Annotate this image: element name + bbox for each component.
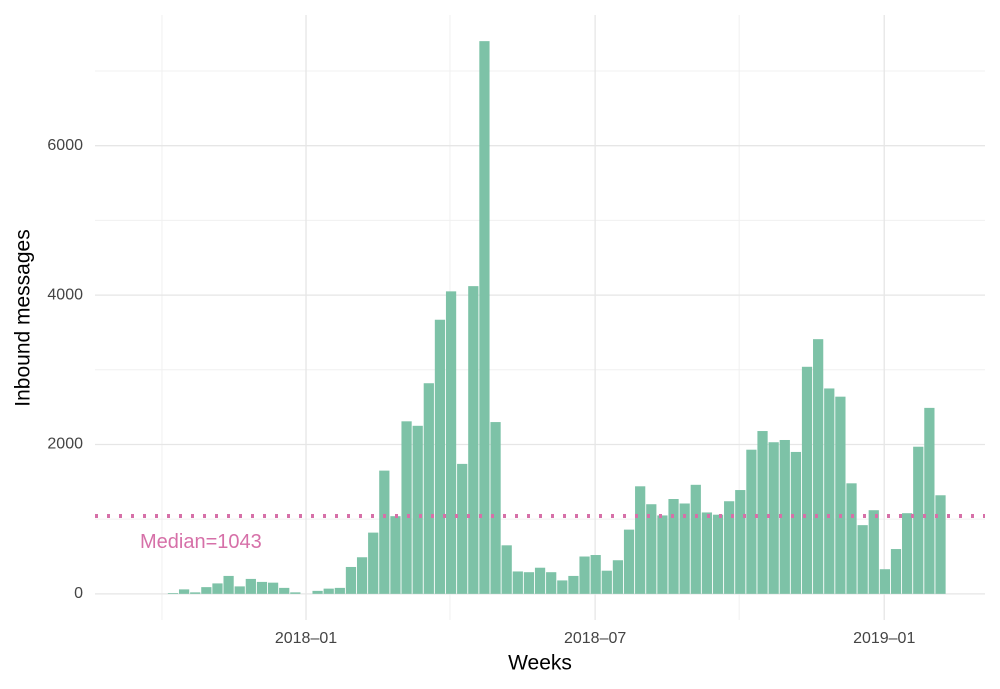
bar (879, 569, 891, 594)
bar (779, 439, 790, 594)
bar (468, 286, 479, 594)
bar (768, 442, 779, 594)
bar (601, 570, 612, 594)
bar (490, 422, 501, 594)
x-axis-title: Weeks (508, 652, 572, 675)
bar (423, 383, 434, 594)
bar (256, 581, 268, 594)
bar (679, 503, 690, 594)
y-tick-label: 0 (74, 585, 83, 602)
bar (368, 532, 379, 594)
bar (546, 572, 557, 594)
bar (790, 451, 802, 594)
bar (813, 339, 824, 594)
bar (568, 575, 579, 594)
bar (657, 515, 668, 594)
bar (824, 388, 835, 594)
bar (902, 513, 913, 594)
bar (334, 587, 345, 594)
x-tick-label: 2018–07 (564, 630, 626, 647)
bar (212, 583, 223, 594)
bar (612, 560, 624, 594)
bar (523, 572, 535, 594)
bar (379, 470, 390, 594)
bar (245, 578, 256, 594)
bar (390, 516, 401, 594)
bar (735, 490, 746, 594)
bar (434, 319, 446, 594)
bar (635, 486, 646, 594)
bar (323, 588, 334, 594)
bar (290, 592, 301, 594)
bar (445, 291, 457, 594)
bar (913, 446, 924, 594)
bar (401, 421, 412, 594)
bar (267, 582, 279, 594)
x-tick-label: 2019–01 (853, 630, 915, 647)
bar (846, 483, 857, 594)
y-tick-label: 6000 (47, 137, 83, 154)
bar (857, 525, 868, 594)
bar (724, 501, 735, 594)
bar (701, 512, 713, 594)
bar (924, 407, 935, 594)
bar (890, 549, 902, 594)
bar (835, 396, 846, 594)
bar (412, 425, 423, 594)
bar (457, 463, 468, 594)
y-tick-label: 4000 (47, 286, 83, 303)
bar (557, 580, 568, 594)
bar (190, 592, 201, 594)
bar (757, 431, 768, 594)
bar (167, 593, 179, 594)
bar (201, 587, 212, 594)
bar (668, 499, 679, 594)
y-tick-label: 2000 (47, 436, 83, 453)
bar (646, 504, 657, 594)
bar (935, 495, 946, 594)
y-axis-title: Inbound messages (12, 229, 35, 406)
bar (279, 587, 290, 594)
bar (868, 510, 879, 594)
bar (501, 545, 512, 594)
x-tick-label: 2018–01 (275, 630, 337, 647)
bar (534, 567, 546, 594)
bar (801, 366, 813, 594)
bar (479, 41, 490, 594)
bar (178, 589, 190, 594)
bar (356, 557, 368, 594)
bar (690, 484, 701, 594)
bar (746, 449, 757, 594)
bar (312, 590, 323, 594)
bar (712, 514, 724, 594)
bar (234, 586, 245, 594)
median-label: Median=1043 (140, 531, 262, 553)
bar (623, 529, 635, 594)
bar (512, 571, 523, 594)
bar (223, 575, 234, 594)
bar (579, 556, 590, 594)
bar (590, 555, 601, 594)
bar (345, 566, 357, 594)
